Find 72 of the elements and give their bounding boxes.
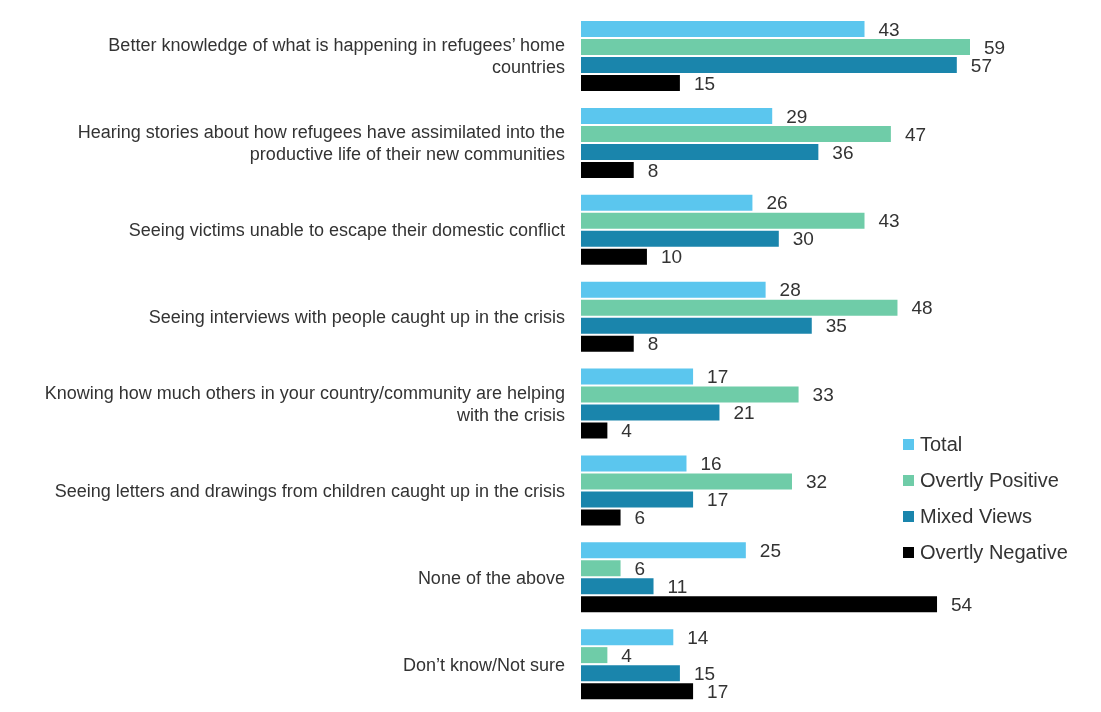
data-label: 43 [878, 18, 900, 40]
bar [581, 125, 891, 142]
data-label: 32 [805, 471, 828, 493]
data-label: 26 [766, 192, 788, 214]
data-label: 35 [825, 315, 847, 337]
bar [581, 560, 621, 577]
data-label: 36 [832, 141, 854, 163]
data-label: 8 [647, 159, 659, 181]
bar [581, 404, 720, 421]
data-label: 8 [647, 333, 659, 355]
data-label: 21 [733, 402, 755, 424]
data-label: 14 [687, 626, 709, 648]
y-tick-label: Better knowledge of what is happening in refugees’ home countries [107, 34, 565, 79]
bar [581, 21, 865, 37]
bar [581, 473, 792, 490]
bar [581, 230, 779, 247]
y-tick-label: Knowing how much others in your country/community are helping with the crisis [43, 381, 565, 426]
bar [581, 629, 674, 646]
bar [581, 596, 938, 613]
bar [581, 386, 799, 403]
data-label: 29 [786, 105, 808, 127]
bar [581, 509, 621, 526]
data-label: 30 [792, 228, 814, 250]
bar [581, 455, 687, 472]
y-tick-label: Seeing victims unable to escape their domestic conflict [128, 219, 565, 242]
data-label: 17 [707, 366, 729, 388]
bar [581, 335, 634, 352]
data-label: 11 [667, 575, 688, 597]
legend-label: Overtly Negative [920, 540, 1068, 564]
bar [581, 491, 694, 508]
bar [581, 107, 773, 124]
bar [581, 57, 957, 73]
legend-label: Overtly Positive [920, 468, 1059, 492]
bar [581, 39, 970, 55]
bar [581, 281, 766, 298]
legend-label: Total [920, 432, 963, 456]
bar [581, 683, 694, 700]
data-label: 47 [904, 123, 927, 145]
bar [581, 299, 898, 316]
legend-label: Mixed Views [920, 504, 1032, 528]
bar [581, 317, 812, 334]
y-tick-label: Seeing interviews with people caught up in the crisis [148, 306, 565, 329]
y-tick-label: Don’t know/Not sure [402, 653, 565, 676]
data-label: 16 [700, 453, 722, 475]
data-label: 4 [621, 420, 633, 442]
bar [581, 212, 865, 229]
bar [581, 665, 680, 682]
bar [581, 647, 608, 664]
y-tick-label: Seeing letters and drawings from children caught up in the crisis [54, 479, 565, 502]
y-tick-label: Hearing stories about how refugees have assimilated into the productive life of their new communities [76, 121, 565, 166]
y-tick-label: None of the above [417, 566, 565, 589]
data-label: 15 [693, 72, 716, 94]
bar [581, 161, 634, 178]
data-label: 28 [779, 279, 801, 301]
data-label: 48 [911, 297, 933, 319]
bar [581, 542, 746, 559]
bar [581, 75, 680, 91]
data-label: 4 [621, 644, 633, 666]
bar [581, 368, 694, 385]
data-label: 10 [660, 246, 683, 268]
bar [581, 194, 753, 211]
data-label: 17 [707, 489, 729, 511]
bar [581, 248, 647, 265]
data-label: 33 [812, 384, 834, 406]
data-label: 6 [634, 507, 646, 529]
data-label: 54 [951, 593, 973, 615]
data-label: 43 [878, 210, 900, 232]
data-label: 25 [759, 539, 781, 561]
bar [581, 143, 819, 160]
data-label: 6 [634, 557, 646, 579]
bar [581, 578, 654, 595]
bar [581, 422, 608, 439]
